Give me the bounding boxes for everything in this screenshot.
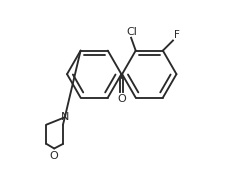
- Text: Cl: Cl: [126, 27, 137, 37]
- Text: F: F: [174, 30, 180, 40]
- Text: O: O: [49, 151, 58, 161]
- Text: O: O: [117, 94, 126, 104]
- Text: N: N: [61, 112, 69, 122]
